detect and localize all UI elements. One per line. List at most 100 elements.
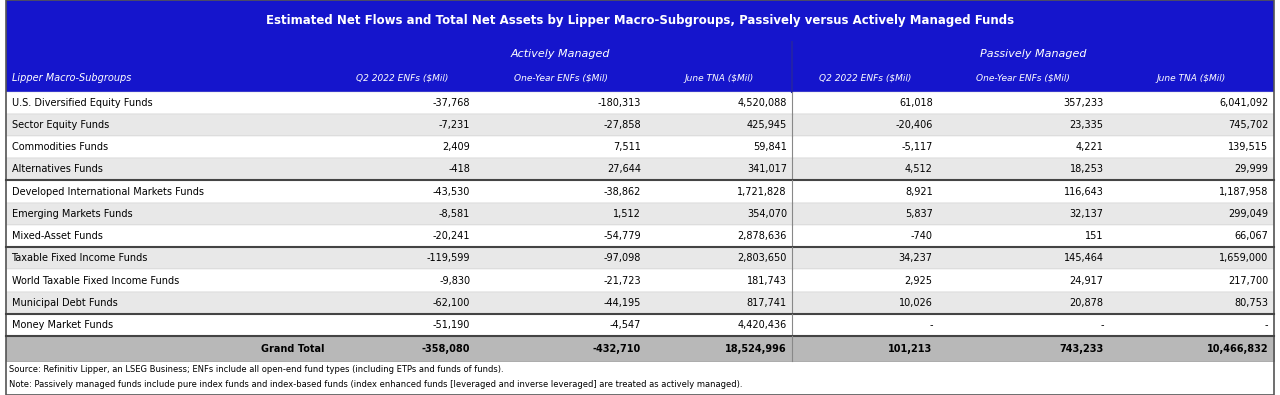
Text: Sector Equity Funds: Sector Equity Funds xyxy=(12,120,109,130)
Text: -44,195: -44,195 xyxy=(604,298,641,308)
Text: 20,878: 20,878 xyxy=(1070,298,1103,308)
Text: 4,520,088: 4,520,088 xyxy=(737,98,787,108)
Bar xyxy=(6,269,1274,292)
Text: 151: 151 xyxy=(1085,231,1103,241)
Text: -21,723: -21,723 xyxy=(604,276,641,286)
Bar xyxy=(6,292,1274,314)
Bar xyxy=(6,225,1274,247)
Text: 8,921: 8,921 xyxy=(905,186,933,197)
Text: Emerging Markets Funds: Emerging Markets Funds xyxy=(12,209,132,219)
Text: -119,599: -119,599 xyxy=(426,253,470,263)
Text: 116,643: 116,643 xyxy=(1064,186,1103,197)
Text: 18,524,996: 18,524,996 xyxy=(726,344,787,354)
Text: -20,241: -20,241 xyxy=(433,231,470,241)
Bar xyxy=(6,203,1274,225)
Text: -418: -418 xyxy=(448,164,470,174)
Text: -62,100: -62,100 xyxy=(433,298,470,308)
Text: Mixed-Asset Funds: Mixed-Asset Funds xyxy=(12,231,102,241)
Text: 80,753: 80,753 xyxy=(1234,298,1268,308)
Text: -54,779: -54,779 xyxy=(604,231,641,241)
Bar xyxy=(6,336,1274,361)
Text: Municipal Debt Funds: Municipal Debt Funds xyxy=(12,298,118,308)
Text: -740: -740 xyxy=(910,231,933,241)
Text: Estimated Net Flows and Total Net Assets by Lipper Macro-Subgroups, Passively ve: Estimated Net Flows and Total Net Assets… xyxy=(266,15,1014,27)
Text: Taxable Fixed Income Funds: Taxable Fixed Income Funds xyxy=(12,253,148,263)
Text: 27,644: 27,644 xyxy=(607,164,641,174)
Text: 1,721,828: 1,721,828 xyxy=(737,186,787,197)
Text: -7,231: -7,231 xyxy=(439,120,470,130)
Text: -5,117: -5,117 xyxy=(901,142,933,152)
Text: 2,878,636: 2,878,636 xyxy=(737,231,787,241)
Text: 4,512: 4,512 xyxy=(905,164,933,174)
Text: -51,190: -51,190 xyxy=(433,320,470,330)
Text: -20,406: -20,406 xyxy=(895,120,933,130)
Text: 1,659,000: 1,659,000 xyxy=(1220,253,1268,263)
Text: 32,137: 32,137 xyxy=(1070,209,1103,219)
Text: -180,313: -180,313 xyxy=(598,98,641,108)
Text: 23,335: 23,335 xyxy=(1070,120,1103,130)
Text: 217,700: 217,700 xyxy=(1229,276,1268,286)
Text: 7,511: 7,511 xyxy=(613,142,641,152)
Text: 425,945: 425,945 xyxy=(746,120,787,130)
Text: 354,070: 354,070 xyxy=(746,209,787,219)
Bar xyxy=(6,42,1274,66)
Text: 24,917: 24,917 xyxy=(1070,276,1103,286)
Text: World Taxable Fixed Income Funds: World Taxable Fixed Income Funds xyxy=(12,276,179,286)
Text: -358,080: -358,080 xyxy=(421,344,470,354)
Text: Commodities Funds: Commodities Funds xyxy=(12,142,108,152)
Text: -8,581: -8,581 xyxy=(439,209,470,219)
Text: Q2 2022 ENFs ($Mil): Q2 2022 ENFs ($Mil) xyxy=(819,74,911,83)
Text: Actively Managed: Actively Managed xyxy=(511,49,611,58)
Text: 743,233: 743,233 xyxy=(1060,344,1103,354)
Text: 2,409: 2,409 xyxy=(443,142,470,152)
Bar xyxy=(6,114,1274,136)
Text: 29,999: 29,999 xyxy=(1235,164,1268,174)
Text: One-Year ENFs ($Mil): One-Year ENFs ($Mil) xyxy=(977,74,1070,83)
Text: 4,221: 4,221 xyxy=(1076,142,1103,152)
Text: 145,464: 145,464 xyxy=(1064,253,1103,263)
Bar xyxy=(6,247,1274,269)
Text: 101,213: 101,213 xyxy=(888,344,933,354)
Text: 4,420,436: 4,420,436 xyxy=(737,320,787,330)
Bar xyxy=(6,136,1274,158)
Bar xyxy=(6,0,1274,42)
Text: 2,803,650: 2,803,650 xyxy=(737,253,787,263)
Bar xyxy=(6,314,1274,336)
Text: 61,018: 61,018 xyxy=(899,98,933,108)
Text: 357,233: 357,233 xyxy=(1064,98,1103,108)
Text: 817,741: 817,741 xyxy=(746,298,787,308)
Text: Lipper Macro-Subgroups: Lipper Macro-Subgroups xyxy=(12,73,131,83)
Text: U.S. Diversified Equity Funds: U.S. Diversified Equity Funds xyxy=(12,98,152,108)
Bar xyxy=(6,158,1274,181)
Text: Source: Refinitiv Lipper, an LSEG Business; ENFs include all open-end fund types: Source: Refinitiv Lipper, an LSEG Busine… xyxy=(9,365,503,374)
Text: 66,067: 66,067 xyxy=(1235,231,1268,241)
Text: -: - xyxy=(1265,320,1268,330)
Text: Alternatives Funds: Alternatives Funds xyxy=(12,164,102,174)
Text: Money Market Funds: Money Market Funds xyxy=(12,320,113,330)
Text: 6,041,092: 6,041,092 xyxy=(1220,98,1268,108)
Text: One-Year ENFs ($Mil): One-Year ENFs ($Mil) xyxy=(513,74,608,83)
Text: -97,098: -97,098 xyxy=(604,253,641,263)
Text: Passively Managed: Passively Managed xyxy=(979,49,1087,58)
Text: 1,187,958: 1,187,958 xyxy=(1219,186,1268,197)
Text: 341,017: 341,017 xyxy=(748,164,787,174)
Text: June TNA ($Mil): June TNA ($Mil) xyxy=(1157,74,1226,83)
Bar xyxy=(6,66,1274,92)
Bar xyxy=(6,92,1274,114)
Text: 299,049: 299,049 xyxy=(1229,209,1268,219)
Text: Grand Total: Grand Total xyxy=(261,344,324,354)
Text: 10,466,832: 10,466,832 xyxy=(1207,344,1268,354)
Text: -27,858: -27,858 xyxy=(604,120,641,130)
Text: June TNA ($Mil): June TNA ($Mil) xyxy=(685,74,754,83)
Text: -38,862: -38,862 xyxy=(604,186,641,197)
Text: 34,237: 34,237 xyxy=(899,253,933,263)
Text: Q2 2022 ENFs ($Mil): Q2 2022 ENFs ($Mil) xyxy=(356,74,448,83)
Text: 745,702: 745,702 xyxy=(1228,120,1268,130)
Text: -: - xyxy=(929,320,933,330)
Text: 139,515: 139,515 xyxy=(1229,142,1268,152)
Bar xyxy=(6,181,1274,203)
Text: 18,253: 18,253 xyxy=(1070,164,1103,174)
Text: Developed International Markets Funds: Developed International Markets Funds xyxy=(12,186,204,197)
Text: 5,837: 5,837 xyxy=(905,209,933,219)
Text: 1,512: 1,512 xyxy=(613,209,641,219)
